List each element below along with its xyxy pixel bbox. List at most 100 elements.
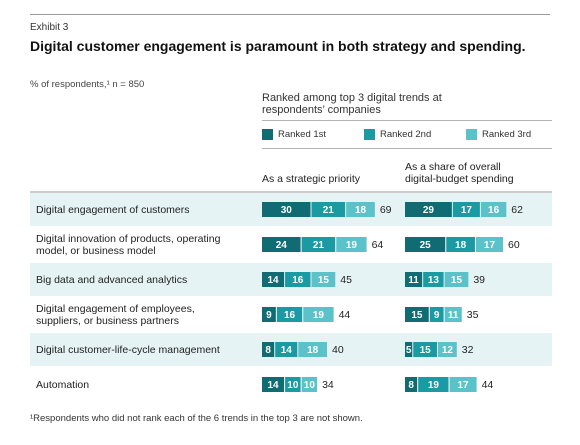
bar-value-label: 16 xyxy=(284,310,296,321)
top-rule xyxy=(30,14,550,15)
bar-segment xyxy=(480,202,507,217)
bar-value-label: 30 xyxy=(281,205,293,216)
bar-value-label: 18 xyxy=(307,345,319,356)
bar-segment xyxy=(311,272,336,287)
bar-segment xyxy=(405,307,429,322)
bar-value-label: 14 xyxy=(267,380,279,391)
bar-segment xyxy=(444,307,462,322)
ranked-heading-line-1: Ranked among top 3 digital trends at xyxy=(262,92,442,104)
bar-segment xyxy=(475,237,503,252)
bar-value-label: 14 xyxy=(281,345,293,356)
bar-value-label: 8 xyxy=(265,345,271,356)
bar-total-label: 44 xyxy=(482,379,494,391)
legend-item-ranked-1st: Ranked 1st xyxy=(262,129,326,140)
respondents-note: % of respondents,¹ n = 850 xyxy=(30,79,145,90)
row-label: Digital engagement of customers xyxy=(36,204,190,216)
bar-value-label: 16 xyxy=(488,205,500,216)
bar-segment xyxy=(429,307,444,322)
bar-total-label: 39 xyxy=(473,274,485,286)
bar-segment xyxy=(276,307,303,322)
bar-segment xyxy=(405,237,446,252)
row-label: Digital customer-life-cycle management xyxy=(36,344,220,356)
bar-segment xyxy=(285,377,301,392)
bar-total-label: 45 xyxy=(340,274,352,286)
bar-segment xyxy=(298,342,327,357)
bar-segment xyxy=(303,307,334,322)
bar-value-label: 25 xyxy=(420,240,432,251)
bar-total-label: 35 xyxy=(467,309,479,321)
ranked-heading-line-2: respondents’ companies xyxy=(262,104,381,116)
legend-swatch-ranked-2nd xyxy=(364,129,375,140)
bar-value-label: 18 xyxy=(455,240,467,251)
legend-item-ranked-3rd: Ranked 3rd xyxy=(466,129,531,140)
bar-segment xyxy=(405,342,413,357)
bar-segment xyxy=(423,272,444,287)
bar-value-label: 13 xyxy=(428,275,440,286)
legend-label-ranked-2nd: Ranked 2nd xyxy=(380,129,432,140)
ranked-heading: Ranked among top 3 digital trends at res… xyxy=(262,92,442,116)
bar-segment xyxy=(452,202,480,217)
bar-value-label: 15 xyxy=(451,275,463,286)
bar-segment xyxy=(405,202,452,217)
bar-segment xyxy=(336,237,367,252)
exhibit-label: Exhibit 3 xyxy=(30,22,69,33)
column-heading-spending-line-2: digital-budget spending xyxy=(405,173,514,185)
bar-segment xyxy=(262,307,276,322)
legend-rule xyxy=(262,148,552,149)
column-heading-strategic: As a strategic priority xyxy=(262,173,360,185)
row-label: Digital innovation of products, operatin… xyxy=(36,233,220,257)
bar-value-label: 11 xyxy=(448,310,459,321)
bar-value-label: 17 xyxy=(484,240,496,251)
bar-total-label: 69 xyxy=(380,204,392,216)
legend-label-ranked-3rd: Ranked 3rd xyxy=(482,129,532,140)
bar-value-label: 15 xyxy=(411,310,423,321)
bar-segment xyxy=(418,377,449,392)
column-heading-spending-line-1: As a share of overall xyxy=(405,161,501,173)
bar-segment xyxy=(262,272,285,287)
bar-total-label: 34 xyxy=(322,379,334,391)
bar-segment xyxy=(444,272,469,287)
bar-value-label: 15 xyxy=(420,345,432,356)
bar-segment xyxy=(446,237,475,252)
row-label-line: model, or business model xyxy=(36,244,156,257)
bar-value-label: 9 xyxy=(266,310,272,321)
bar-value-label: 21 xyxy=(323,205,335,216)
row-label-line: suppliers, or business partners xyxy=(36,314,179,327)
bar-segment xyxy=(438,342,457,357)
bar-value-label: 21 xyxy=(313,240,325,251)
row-label-line: Big data and advanced analytics xyxy=(36,273,188,286)
bar-value-label: 15 xyxy=(318,275,330,286)
column-heading-spending: As a share of overall digital-budget spe… xyxy=(405,161,514,185)
bar-segment xyxy=(301,377,318,392)
bar-segment xyxy=(311,202,346,217)
bar-value-label: 19 xyxy=(313,310,325,321)
row-label: Automation xyxy=(36,379,89,391)
row-label: Big data and advanced analytics xyxy=(36,274,187,286)
bar-value-label: 5 xyxy=(406,345,412,356)
bar-value-label: 12 xyxy=(442,345,454,356)
bar-segment xyxy=(301,237,336,252)
bar-segment xyxy=(262,202,311,217)
bar-value-label: 10 xyxy=(304,380,316,391)
bar-value-label: 17 xyxy=(461,205,473,216)
heading-rule xyxy=(262,120,552,121)
bar-value-label: 16 xyxy=(292,275,304,286)
column-heading-strategic-line-1: As a strategic priority xyxy=(262,173,361,185)
bar-segment xyxy=(262,237,301,252)
bar-segment xyxy=(262,342,275,357)
bar-segment xyxy=(449,377,477,392)
bar-value-label: 14 xyxy=(267,275,279,286)
bar-segment xyxy=(262,377,285,392)
legend-swatch-ranked-1st xyxy=(262,129,273,140)
bar-value-label: 18 xyxy=(355,205,367,216)
row-label-line: Digital engagement of customers xyxy=(36,203,190,216)
row-label-line: Digital innovation of products, operatin… xyxy=(36,232,221,245)
bar-value-label: 24 xyxy=(276,240,288,251)
bar-value-label: 8 xyxy=(408,380,414,391)
bar-value-label: 11 xyxy=(408,275,419,286)
legend-item-ranked-2nd: Ranked 2nd xyxy=(364,129,431,140)
bar-segment xyxy=(405,377,418,392)
bar-segment xyxy=(413,342,437,357)
bar-total-label: 62 xyxy=(511,204,523,216)
